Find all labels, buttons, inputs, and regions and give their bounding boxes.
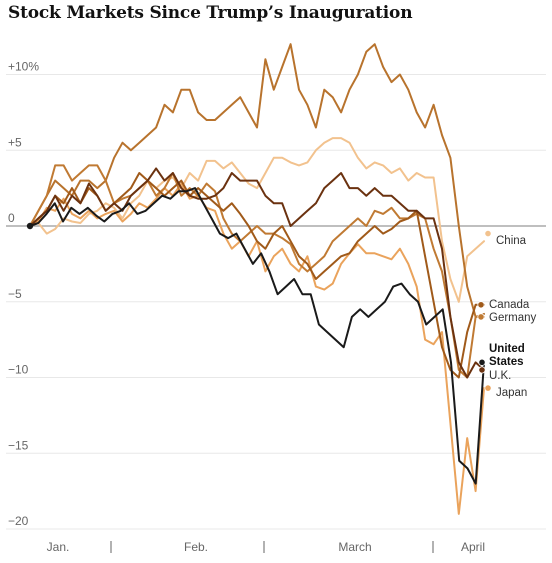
- x-tick-label: April: [461, 540, 485, 554]
- end-dot: [478, 358, 486, 366]
- x-tick-label: Feb.: [184, 540, 208, 554]
- y-tick-label: −15: [8, 438, 29, 452]
- series-line: [29, 172, 485, 379]
- end-dot: [484, 229, 492, 238]
- y-tick-label: −20: [8, 514, 29, 528]
- y-tick-label: −10: [8, 363, 29, 377]
- series-line: [29, 167, 485, 379]
- series-label: United States: [489, 343, 525, 368]
- series-label: Germany: [489, 312, 537, 324]
- series-label: U.K.: [489, 370, 511, 382]
- series-line: [29, 187, 485, 485]
- end-dot: [477, 301, 485, 309]
- x-tick-label: March: [338, 540, 371, 554]
- series-label: Canada: [489, 299, 530, 311]
- y-tick-label: 0: [8, 211, 15, 225]
- chart-title: Stock Markets Since Trump’s Inauguration: [8, 3, 413, 23]
- series-label: Japan: [496, 387, 527, 399]
- series-line: [29, 137, 485, 303]
- y-tick-label: +5: [8, 135, 22, 149]
- y-tick-label: +10%: [8, 60, 39, 74]
- start-dot: [26, 222, 34, 230]
- end-dot: [478, 366, 486, 374]
- series-line: [29, 182, 485, 515]
- y-tick-label: −5: [8, 287, 22, 301]
- series-label: China: [496, 235, 527, 247]
- x-tick-label: Jan.: [47, 540, 70, 554]
- end-dot: [477, 313, 485, 321]
- end-dot: [484, 384, 492, 392]
